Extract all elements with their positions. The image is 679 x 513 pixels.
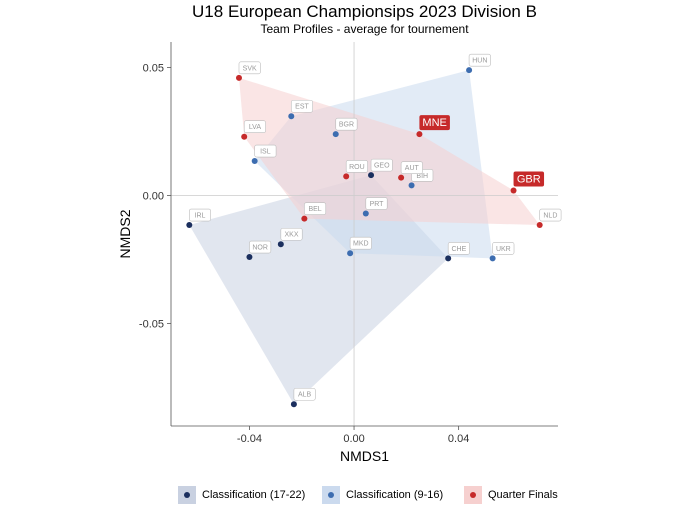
point-lva <box>241 133 248 140</box>
x-axis-title: NMDS1 <box>340 448 389 464</box>
label-box-bgr <box>335 117 358 131</box>
point-bel <box>301 215 308 222</box>
legend-key <box>322 486 340 504</box>
point-labels: IRL NOR XKX ALB CHE GEO HUN EST BGR ISL BIH PRT MKD U… <box>189 53 562 401</box>
label-box-lva <box>243 120 266 134</box>
label-box-est <box>290 99 313 113</box>
y-tick-label: 0.00 <box>143 191 164 203</box>
point-est <box>288 113 295 120</box>
point-geo <box>368 172 375 179</box>
label-che: CHE <box>451 246 466 253</box>
legend-dot <box>184 492 190 498</box>
legend-item: Classification (17-22) <box>178 484 305 506</box>
label-box-aut <box>400 161 423 174</box>
label-prt: PRT <box>370 201 385 208</box>
label-box-hun <box>468 53 491 67</box>
label-geo: GEO <box>374 163 390 170</box>
x-tick-label: 0.00 <box>343 433 364 445</box>
point-prt <box>362 210 369 217</box>
legend-label: Classification (17-22) <box>202 489 306 501</box>
label-alb: ALB <box>298 392 312 399</box>
point-xkx <box>277 241 284 248</box>
point-hun <box>466 67 473 74</box>
point-mne <box>416 131 423 138</box>
y-tick-label: -0.05 <box>139 319 164 331</box>
label-nor: NOR <box>252 245 268 252</box>
point-mkd <box>347 250 354 257</box>
legend: Classification (17-22) Classification (9-… <box>0 484 679 506</box>
label-box-bel <box>304 202 327 215</box>
label-est: EST <box>295 104 309 111</box>
label-box-che <box>447 242 470 255</box>
point-bih <box>408 182 415 189</box>
point-alb <box>290 401 297 408</box>
point-nld <box>536 222 543 229</box>
label-box-nor <box>249 240 272 254</box>
point-rou <box>343 173 350 180</box>
data-points <box>186 67 543 408</box>
point-bgr <box>332 131 339 138</box>
point-nor <box>246 254 253 261</box>
point-aut <box>398 174 405 181</box>
legend-key <box>178 486 196 504</box>
label-box-nld <box>539 208 562 222</box>
label-box-isl <box>254 144 277 158</box>
label-box-rou <box>345 160 368 173</box>
label-box-irl <box>189 208 212 222</box>
label-box-mkd <box>349 236 372 250</box>
label-ukr: UKR <box>496 246 511 253</box>
label-svk: SVK <box>243 65 257 72</box>
label-box-xkx <box>280 227 303 241</box>
legend-label: Quarter Finals <box>488 489 558 501</box>
label-hun: HUN <box>472 58 487 65</box>
legend-item: Quarter Finals <box>464 484 558 506</box>
label-rou: ROU <box>349 164 365 171</box>
label-bih: BIH <box>416 173 428 180</box>
nmds-scatter-plot: -0.04 0.00 0.04 -0.05 0.00 0.05 IRL NOR XKX ALB C… <box>117 42 562 464</box>
legend-dot <box>328 492 334 498</box>
label-mne: MNE <box>422 117 446 129</box>
label-bel: BEL <box>308 206 321 213</box>
label-box-gbr <box>513 171 545 187</box>
point-isl <box>251 158 258 165</box>
label-nld: NLD <box>543 213 557 220</box>
label-box-prt <box>365 197 388 210</box>
label-box-mne <box>419 115 450 131</box>
point-irl <box>186 222 193 229</box>
chart-title: U18 European Championsips 2023 Division … <box>192 2 537 21</box>
label-box-alb <box>293 387 316 401</box>
label-bgr: BGR <box>339 122 354 129</box>
axes: -0.04 0.00 0.04 -0.05 0.00 0.05 <box>139 42 558 445</box>
y-axis-title: NMDS2 <box>117 209 133 258</box>
hull-quarter-finals <box>238 77 540 226</box>
point-gbr <box>510 187 517 194</box>
y-tick-label: 0.05 <box>143 63 164 75</box>
point-svk <box>235 74 242 81</box>
point-ukr <box>489 255 496 262</box>
label-xkx: XKX <box>285 232 299 239</box>
point-che <box>445 255 452 262</box>
legend-label: Classification (9-16) <box>346 489 444 501</box>
legend-key <box>464 486 482 504</box>
legend-dot <box>470 492 476 498</box>
label-aut: AUT <box>405 165 420 172</box>
label-mkd: MKD <box>353 241 369 248</box>
chart-subtitle: Team Profiles - average for tournement <box>260 22 469 36</box>
label-irl: IRL <box>195 213 206 220</box>
x-tick-label: -0.04 <box>237 433 262 445</box>
label-isl: ISL <box>260 149 271 156</box>
label-box-svk <box>238 61 261 75</box>
zero-lines <box>171 42 558 426</box>
label-box-geo <box>370 158 393 172</box>
legend-item: Classification (9-16) <box>322 484 443 506</box>
label-box-ukr <box>492 242 515 255</box>
label-lva: LVA <box>249 124 262 131</box>
label-gbr: GBR <box>517 173 541 185</box>
x-tick-label: 0.04 <box>448 433 469 445</box>
